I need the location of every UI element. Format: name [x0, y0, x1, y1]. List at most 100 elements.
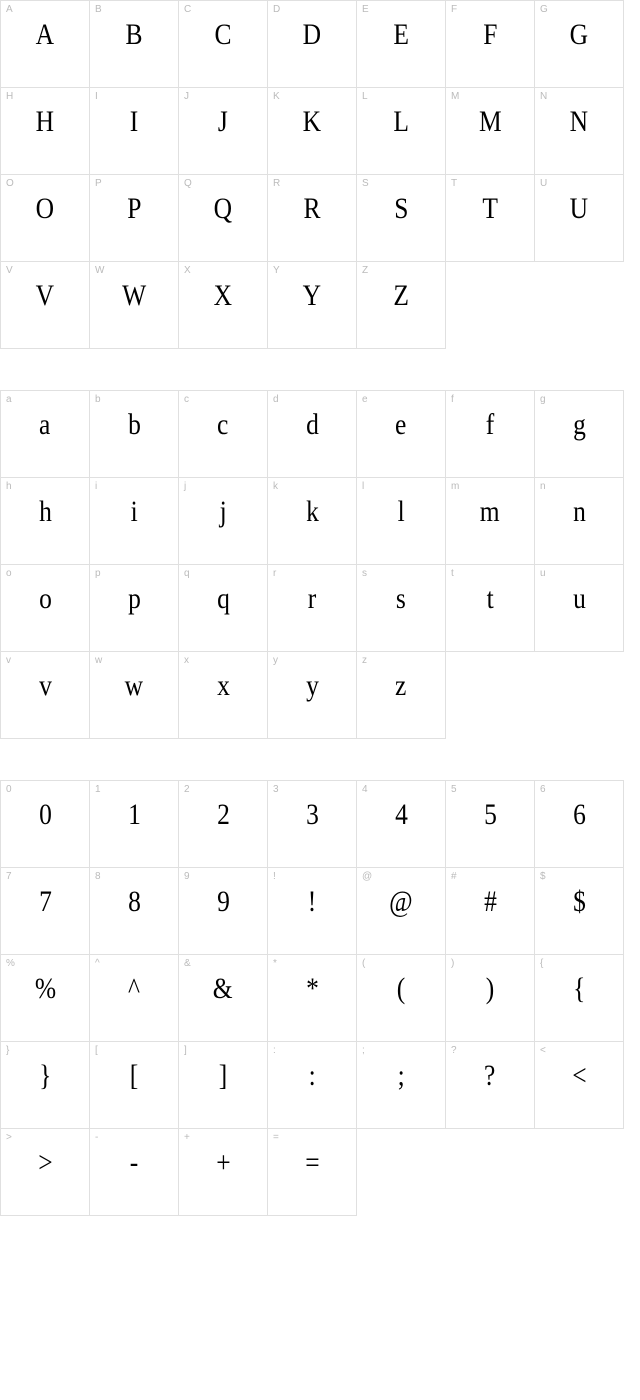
glyph-cell[interactable]: ))	[445, 954, 535, 1042]
glyph-cell[interactable]: RR	[267, 174, 357, 262]
glyph-cell[interactable]: 66	[534, 780, 624, 868]
glyph-cell[interactable]: ee	[356, 390, 446, 478]
glyph-cell[interactable]: QQ	[178, 174, 268, 262]
glyph-cell[interactable]: 44	[356, 780, 446, 868]
glyph-cell[interactable]: ii	[89, 477, 179, 565]
glyph-cell[interactable]: 00	[0, 780, 90, 868]
glyph-cell-glyph: {	[573, 974, 585, 1004]
glyph-cell[interactable]: ;;	[356, 1041, 446, 1129]
glyph-cell[interactable]: SS	[356, 174, 446, 262]
glyph-cell[interactable]: YY	[267, 261, 357, 349]
glyph-cell-glyph: <	[572, 1061, 586, 1091]
glyph-cell[interactable]: 33	[267, 780, 357, 868]
glyph-cell[interactable]: AA	[0, 0, 90, 88]
glyph-cell[interactable]: HH	[0, 87, 90, 175]
glyph-cell[interactable]: PP	[89, 174, 179, 262]
glyph-cell[interactable]: FF	[445, 0, 535, 88]
glyph-cell[interactable]: ww	[89, 651, 179, 739]
glyph-cell[interactable]: **	[267, 954, 357, 1042]
glyph-cell[interactable]: aa	[0, 390, 90, 478]
glyph-cell[interactable]: TT	[445, 174, 535, 262]
glyph-cell[interactable]: hh	[0, 477, 90, 565]
glyph-cell[interactable]: &&	[178, 954, 268, 1042]
glyph-cell[interactable]: MM	[445, 87, 535, 175]
glyph-cell[interactable]: 55	[445, 780, 535, 868]
glyph-cell[interactable]: cc	[178, 390, 268, 478]
glyph-cell-glyph: z	[395, 671, 406, 701]
glyph-cell[interactable]: >>	[0, 1128, 90, 1216]
glyph-cell[interactable]: !!	[267, 867, 357, 955]
glyph-cell[interactable]: ff	[445, 390, 535, 478]
glyph-cell[interactable]: DD	[267, 0, 357, 88]
glyph-cell[interactable]: ##	[445, 867, 535, 955]
glyph-cell-label: e	[362, 394, 368, 405]
glyph-cell[interactable]: jj	[178, 477, 268, 565]
glyph-cell[interactable]: gg	[534, 390, 624, 478]
glyph-cell-glyph: 2	[217, 800, 230, 830]
glyph-cell[interactable]: mm	[445, 477, 535, 565]
glyph-cell[interactable]: kk	[267, 477, 357, 565]
glyph-cell[interactable]: GG	[534, 0, 624, 88]
glyph-cell[interactable]: EE	[356, 0, 446, 88]
glyph-cell[interactable]: XX	[178, 261, 268, 349]
glyph-cell[interactable]: NN	[534, 87, 624, 175]
glyph-cell[interactable]: qq	[178, 564, 268, 652]
glyph-cell[interactable]: yy	[267, 651, 357, 739]
glyph-cell[interactable]: VV	[0, 261, 90, 349]
glyph-cell[interactable]: OO	[0, 174, 90, 262]
glyph-cell[interactable]: {{	[534, 954, 624, 1042]
glyph-cell-glyph: +	[216, 1148, 230, 1178]
glyph-cell[interactable]: $$	[534, 867, 624, 955]
glyph-cell[interactable]: 99	[178, 867, 268, 955]
glyph-cell[interactable]: ll	[356, 477, 446, 565]
glyph-cell[interactable]: JJ	[178, 87, 268, 175]
glyph-cell-glyph: [	[130, 1061, 139, 1091]
glyph-cell-glyph: ]	[219, 1061, 228, 1091]
glyph-cell[interactable]: <<	[534, 1041, 624, 1129]
glyph-cell[interactable]: ]]	[178, 1041, 268, 1129]
glyph-cell-label: C	[184, 4, 191, 15]
glyph-cell[interactable]: CC	[178, 0, 268, 88]
glyph-cell[interactable]: WW	[89, 261, 179, 349]
glyph-cell[interactable]: ::	[267, 1041, 357, 1129]
glyph-cell[interactable]: ^^	[89, 954, 179, 1042]
glyph-cell[interactable]: pp	[89, 564, 179, 652]
glyph-cell[interactable]: bb	[89, 390, 179, 478]
glyph-cell[interactable]: 77	[0, 867, 90, 955]
glyph-cell-label: )	[451, 958, 454, 969]
glyph-cell[interactable]: KK	[267, 87, 357, 175]
glyph-cell[interactable]: uu	[534, 564, 624, 652]
glyph-cell[interactable]: @@	[356, 867, 446, 955]
glyph-cell[interactable]: ==	[267, 1128, 357, 1216]
glyph-cell-glyph: 9	[217, 887, 230, 917]
glyph-cell[interactable]: vv	[0, 651, 90, 739]
glyph-cell[interactable]: ss	[356, 564, 446, 652]
glyph-cell[interactable]: nn	[534, 477, 624, 565]
glyph-cell[interactable]: II	[89, 87, 179, 175]
glyph-cell[interactable]: %%	[0, 954, 90, 1042]
glyph-cell-glyph: B	[125, 20, 142, 50]
glyph-cell[interactable]: oo	[0, 564, 90, 652]
glyph-grid-section: aabbccddeeffgg hhiijjkkllmmnn ooppqqrrsstt…	[0, 390, 630, 738]
glyph-cell-glyph: :	[308, 1061, 315, 1091]
glyph-cell[interactable]: }}	[0, 1041, 90, 1129]
glyph-cell[interactable]: xx	[178, 651, 268, 739]
glyph-cell[interactable]: rr	[267, 564, 357, 652]
glyph-cell-glyph: S	[394, 194, 408, 224]
glyph-cell[interactable]: ((	[356, 954, 446, 1042]
glyph-cell[interactable]: dd	[267, 390, 357, 478]
glyph-cell[interactable]: --	[89, 1128, 179, 1216]
glyph-cell[interactable]: ZZ	[356, 261, 446, 349]
glyph-cell[interactable]: zz	[356, 651, 446, 739]
glyph-cell-label: +	[184, 1132, 190, 1143]
glyph-cell[interactable]: BB	[89, 0, 179, 88]
glyph-cell[interactable]: ++	[178, 1128, 268, 1216]
glyph-cell[interactable]: ??	[445, 1041, 535, 1129]
glyph-cell[interactable]: 22	[178, 780, 268, 868]
glyph-cell[interactable]: UU	[534, 174, 624, 262]
glyph-cell[interactable]: LL	[356, 87, 446, 175]
glyph-cell[interactable]: 88	[89, 867, 179, 955]
glyph-cell[interactable]: tt	[445, 564, 535, 652]
glyph-cell[interactable]: 11	[89, 780, 179, 868]
glyph-cell[interactable]: [[	[89, 1041, 179, 1129]
